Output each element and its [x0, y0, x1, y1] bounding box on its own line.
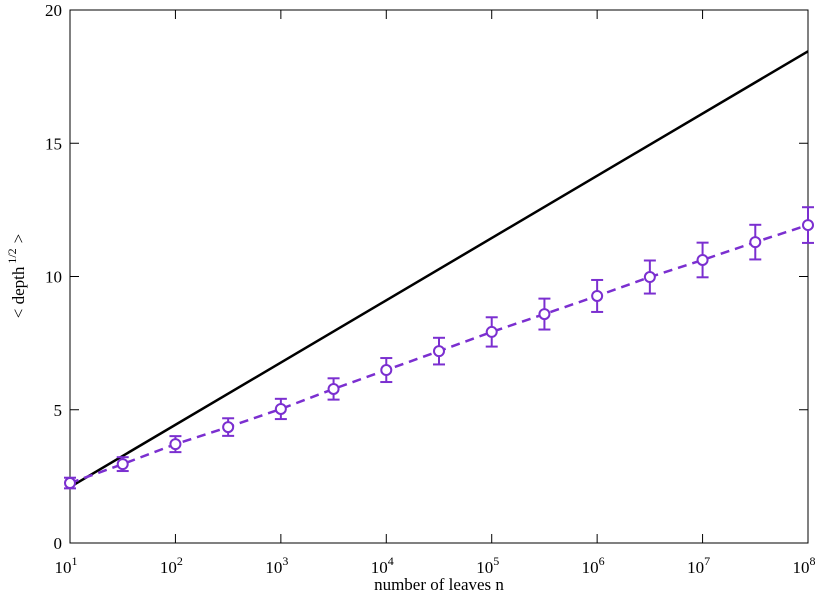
data-point — [485, 325, 498, 338]
x-tick-exponent: 5 — [493, 554, 499, 568]
y-tick-label: 20 — [45, 1, 62, 20]
x-tick-exponent: 2 — [177, 554, 183, 568]
x-tick-base: 10 — [476, 558, 493, 577]
x-tick-label: 108 — [793, 554, 816, 577]
x-tick-label: 104 — [371, 554, 394, 577]
x-tick-exponent: 8 — [810, 554, 816, 568]
data-point — [433, 345, 446, 358]
x-tick-base: 10 — [265, 558, 282, 577]
data-point — [591, 289, 604, 302]
data-point — [116, 458, 129, 471]
x-tick-label: 105 — [476, 554, 499, 577]
data-point — [64, 477, 76, 490]
y-tick-label: 15 — [45, 134, 62, 153]
x-tick-base: 10 — [687, 558, 704, 577]
x-tick-base: 10 — [371, 558, 388, 577]
x-tick-exponent: 6 — [599, 554, 605, 568]
x-tick-base: 10 — [55, 558, 72, 577]
x-tick-exponent: 1 — [72, 554, 78, 568]
data-point — [222, 421, 235, 434]
y-axis-label-suffix: > — [9, 234, 28, 244]
data-point — [749, 236, 762, 249]
x-tick-label: 101 — [55, 554, 78, 577]
y-tick-label: 5 — [54, 401, 63, 420]
x-tick-label: 106 — [582, 554, 605, 577]
x-tick-exponent: 3 — [282, 554, 288, 568]
x-tick-exponent: 7 — [704, 554, 710, 568]
x-tick-base: 10 — [793, 558, 810, 577]
data-point — [802, 219, 814, 232]
data-point — [643, 271, 656, 284]
data-point — [274, 402, 287, 415]
y-axis-label-text: < depth — [9, 266, 28, 318]
x-tick-exponent: 4 — [388, 554, 394, 568]
y-tick-label: 0 — [54, 534, 63, 553]
data-point — [169, 438, 182, 451]
data-point — [327, 382, 340, 395]
series-line — [69, 50, 809, 489]
x-tick-label: 107 — [687, 554, 710, 577]
x-tick-label: 103 — [265, 554, 288, 577]
data-point — [696, 253, 709, 266]
y-axis-label: < depth 1/2 > — [5, 234, 28, 319]
y-axis-label-superscript: 1/2 — [5, 248, 19, 263]
x-tick-base: 10 — [160, 558, 177, 577]
x-axis-label: number of leaves n — [374, 575, 504, 594]
x-tick-base: 10 — [582, 558, 599, 577]
data-point — [380, 364, 393, 377]
data-point — [538, 308, 551, 321]
x-tick-label: 102 — [160, 554, 183, 577]
y-tick-label: 10 — [45, 268, 62, 287]
